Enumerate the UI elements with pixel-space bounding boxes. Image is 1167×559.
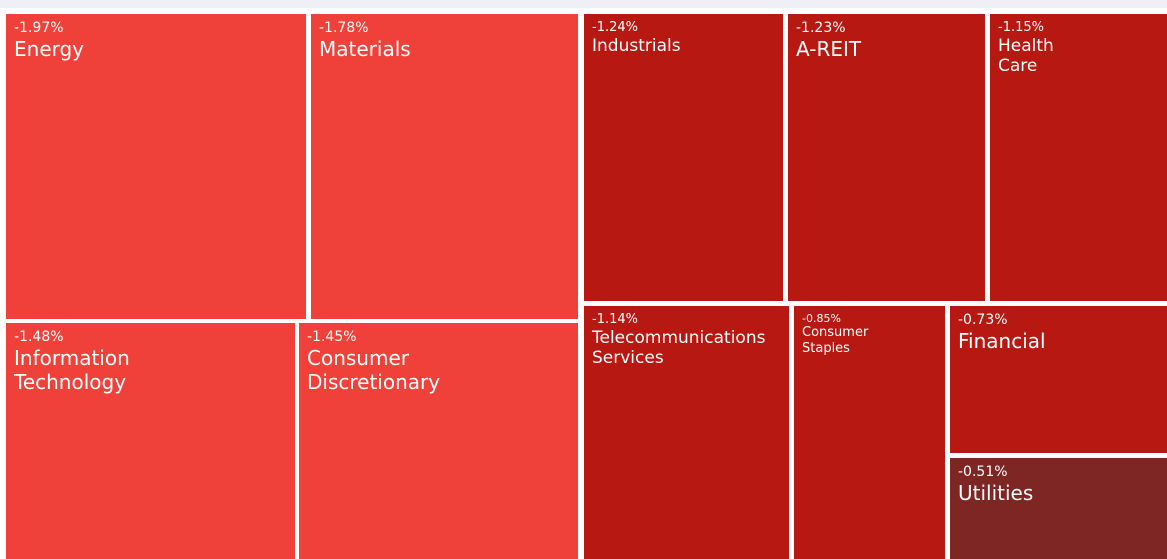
value-label: -1.97% bbox=[14, 20, 64, 36]
tile: -1.15% Health Care bbox=[990, 14, 1167, 301]
tile: -1.14% Telecommunications Services bbox=[584, 306, 789, 559]
tile: -0.85% Consumer Staples bbox=[794, 306, 945, 559]
sector-name: Financial bbox=[958, 328, 1046, 353]
tile: -0.51% Utilities bbox=[950, 458, 1167, 559]
sector-name: Information Technology bbox=[14, 345, 130, 394]
sector-name: Consumer Discretionary bbox=[307, 345, 441, 394]
sector-name: Health Care bbox=[998, 35, 1054, 76]
value-label: -0.51% bbox=[958, 464, 1008, 480]
value-label: -1.48% bbox=[14, 329, 64, 345]
value-label: -1.15% bbox=[998, 20, 1044, 35]
value-label: -1.45% bbox=[307, 329, 357, 345]
tile: -1.78% Materials bbox=[311, 14, 578, 319]
top-strip bbox=[0, 0, 1167, 8]
tile: -1.23% A-REIT bbox=[788, 14, 985, 301]
tile: -1.97% Energy bbox=[6, 14, 306, 319]
tile: -1.45% Consumer Discretionary bbox=[299, 323, 578, 559]
tile: -1.48% Information Technology bbox=[6, 323, 295, 559]
value-label: -1.78% bbox=[319, 20, 369, 36]
sector-name: A-REIT bbox=[796, 36, 862, 61]
sector-name: Utilities bbox=[958, 480, 1034, 505]
sector-name: Industrials bbox=[592, 35, 681, 56]
sector-name: Materials bbox=[319, 36, 411, 61]
value-label: -1.14% bbox=[592, 312, 638, 327]
value-label: -1.23% bbox=[796, 20, 846, 36]
value-label: -1.24% bbox=[592, 20, 638, 35]
tile: -0.73% Financial bbox=[950, 306, 1167, 453]
tile: -1.24% Industrials bbox=[584, 14, 783, 301]
sector-name: Telecommunications Services bbox=[592, 327, 766, 368]
sector-name: Energy bbox=[14, 36, 85, 61]
sector-name: Consumer Staples bbox=[802, 325, 869, 356]
value-label: -0.73% bbox=[958, 312, 1008, 328]
value-label: -0.85% bbox=[802, 312, 841, 325]
